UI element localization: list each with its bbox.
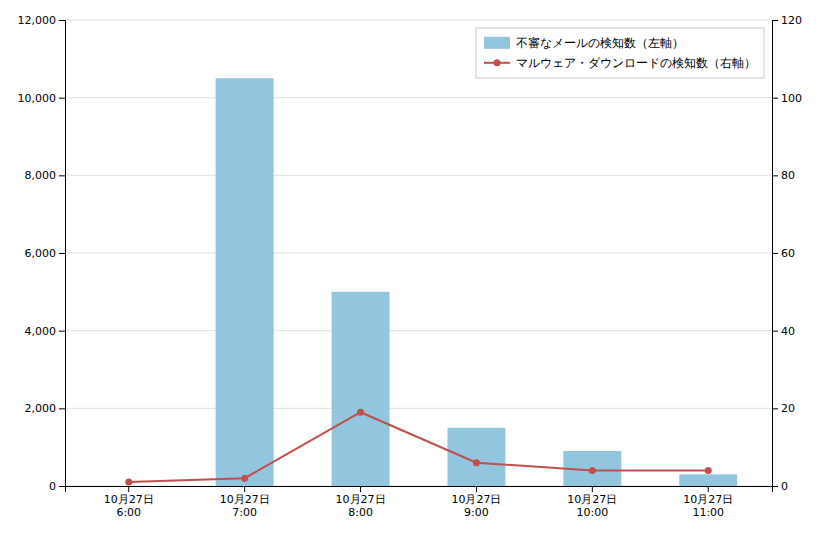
grid-line xyxy=(65,330,772,331)
tick-mark xyxy=(772,253,778,254)
tick: 80 xyxy=(772,169,795,182)
tick-label: 10月27日9:00 xyxy=(451,493,501,519)
bar xyxy=(447,428,505,486)
grid-line xyxy=(65,97,772,98)
tick-label: 10月27日7:00 xyxy=(220,493,270,519)
tick-label: 80 xyxy=(781,169,795,182)
tick-label: 0 xyxy=(49,480,56,493)
tick-mark xyxy=(360,486,361,492)
tick: 6,000 xyxy=(25,247,66,260)
marker xyxy=(357,409,364,416)
tick-mark xyxy=(59,20,65,21)
tick: 12,000 xyxy=(18,14,66,27)
y-axis: 0 2,000 4,000 6,000 8,000 10,000 12,000 xyxy=(18,14,66,493)
grid xyxy=(65,20,772,486)
legend-item: マルウェア・ダウンロードの検知数（右軸） xyxy=(484,56,756,70)
tick-mark xyxy=(772,175,778,176)
tick-mark xyxy=(592,486,593,492)
marks xyxy=(125,78,737,486)
tick: 0 xyxy=(49,480,65,493)
tick-mark xyxy=(59,98,65,99)
tick-mark xyxy=(772,408,778,409)
tick-label: 100 xyxy=(781,92,802,105)
tick-mark xyxy=(476,486,477,492)
tick-label: 12,000 xyxy=(18,14,57,27)
bar-series xyxy=(216,78,738,486)
tick-label: 4,000 xyxy=(25,325,57,338)
tick: 120 xyxy=(772,14,802,27)
tick: 100 xyxy=(772,92,802,105)
tick: 10月27日9:00 xyxy=(451,486,501,519)
x-axis: 10月27日6:00 10月27日7:00 10月27日8:00 10月27日9:00… xyxy=(66,486,773,519)
tick-label: 10,000 xyxy=(18,92,57,105)
tick-mark xyxy=(59,408,65,409)
legend-swatch xyxy=(484,37,510,49)
legend: 不審なメールの検知数（左軸） マルウェア・ダウンロードの検知数（右軸） xyxy=(476,28,764,78)
axis-line xyxy=(59,21,66,487)
grid-line xyxy=(65,408,772,409)
tick-mark xyxy=(772,20,778,21)
tick-label: 120 xyxy=(781,14,802,27)
tick: 10月27日6:00 xyxy=(104,486,154,519)
marker xyxy=(589,467,596,474)
tick-mark xyxy=(244,486,245,492)
legend-item: 不審なメールの検知数（左軸） xyxy=(484,36,684,50)
tick-label: 60 xyxy=(781,247,795,260)
tick-label: 8,000 xyxy=(25,169,57,182)
tick-label: 6,000 xyxy=(25,247,57,260)
grid-line xyxy=(65,20,772,21)
tick-label: 10月27日8:00 xyxy=(336,493,386,519)
tick-label: 40 xyxy=(781,325,795,338)
tick-mark xyxy=(708,486,709,492)
tick: 10月27日11:00 xyxy=(683,486,733,519)
grid-line xyxy=(65,253,772,254)
bar xyxy=(679,474,737,486)
marker xyxy=(125,479,132,486)
tick-label: 10月27日6:00 xyxy=(104,493,154,519)
tick-label: 2,000 xyxy=(25,402,57,415)
tick-mark xyxy=(59,331,65,332)
legend-box xyxy=(476,28,764,78)
tick: 40 xyxy=(772,325,795,338)
axis-line xyxy=(773,21,779,487)
legend-label: 不審なメールの検知数（左軸） xyxy=(516,36,684,50)
marker xyxy=(241,475,248,482)
tick-label: 0 xyxy=(781,480,788,493)
tick-label: 10月27日10:00 xyxy=(567,493,617,519)
tick: 20 xyxy=(772,402,795,415)
tick: 60 xyxy=(772,247,795,260)
grid-line xyxy=(65,175,772,176)
tick: 4,000 xyxy=(25,325,66,338)
tick: 0 xyxy=(772,480,788,493)
tick: 2,000 xyxy=(25,402,66,415)
tick: 8,000 xyxy=(25,169,66,182)
tick: 10月27日7:00 xyxy=(220,486,270,519)
marker xyxy=(705,467,712,474)
tick-mark xyxy=(128,486,129,492)
bar xyxy=(332,292,390,486)
tick-mark xyxy=(772,331,778,332)
line xyxy=(129,412,709,482)
line-series xyxy=(125,409,712,486)
axis-line xyxy=(66,487,773,493)
legend-label: マルウェア・ダウンロードの検知数（右軸） xyxy=(516,56,756,70)
tick-mark xyxy=(59,253,65,254)
chart: 0 2,000 4,000 6,000 8,000 10,000 12,000 0 20 40 60… xyxy=(0,0,827,541)
plot: 0 2,000 4,000 6,000 8,000 10,000 12,000 0 20 40 60… xyxy=(18,14,803,519)
tick-mark xyxy=(59,175,65,176)
y2-axis: 0 20 40 60 80 100 120 xyxy=(772,14,802,493)
tick-label: 20 xyxy=(781,402,795,415)
tick: 10月27日8:00 xyxy=(336,486,386,519)
tick-label: 10月27日11:00 xyxy=(683,493,733,519)
legend-marker xyxy=(494,59,501,66)
tick: 10,000 xyxy=(18,92,66,105)
bar xyxy=(216,78,274,486)
tick: 10月27日10:00 xyxy=(567,486,617,519)
tick-mark xyxy=(772,98,778,99)
tick-mark xyxy=(59,486,65,487)
marker xyxy=(473,459,480,466)
